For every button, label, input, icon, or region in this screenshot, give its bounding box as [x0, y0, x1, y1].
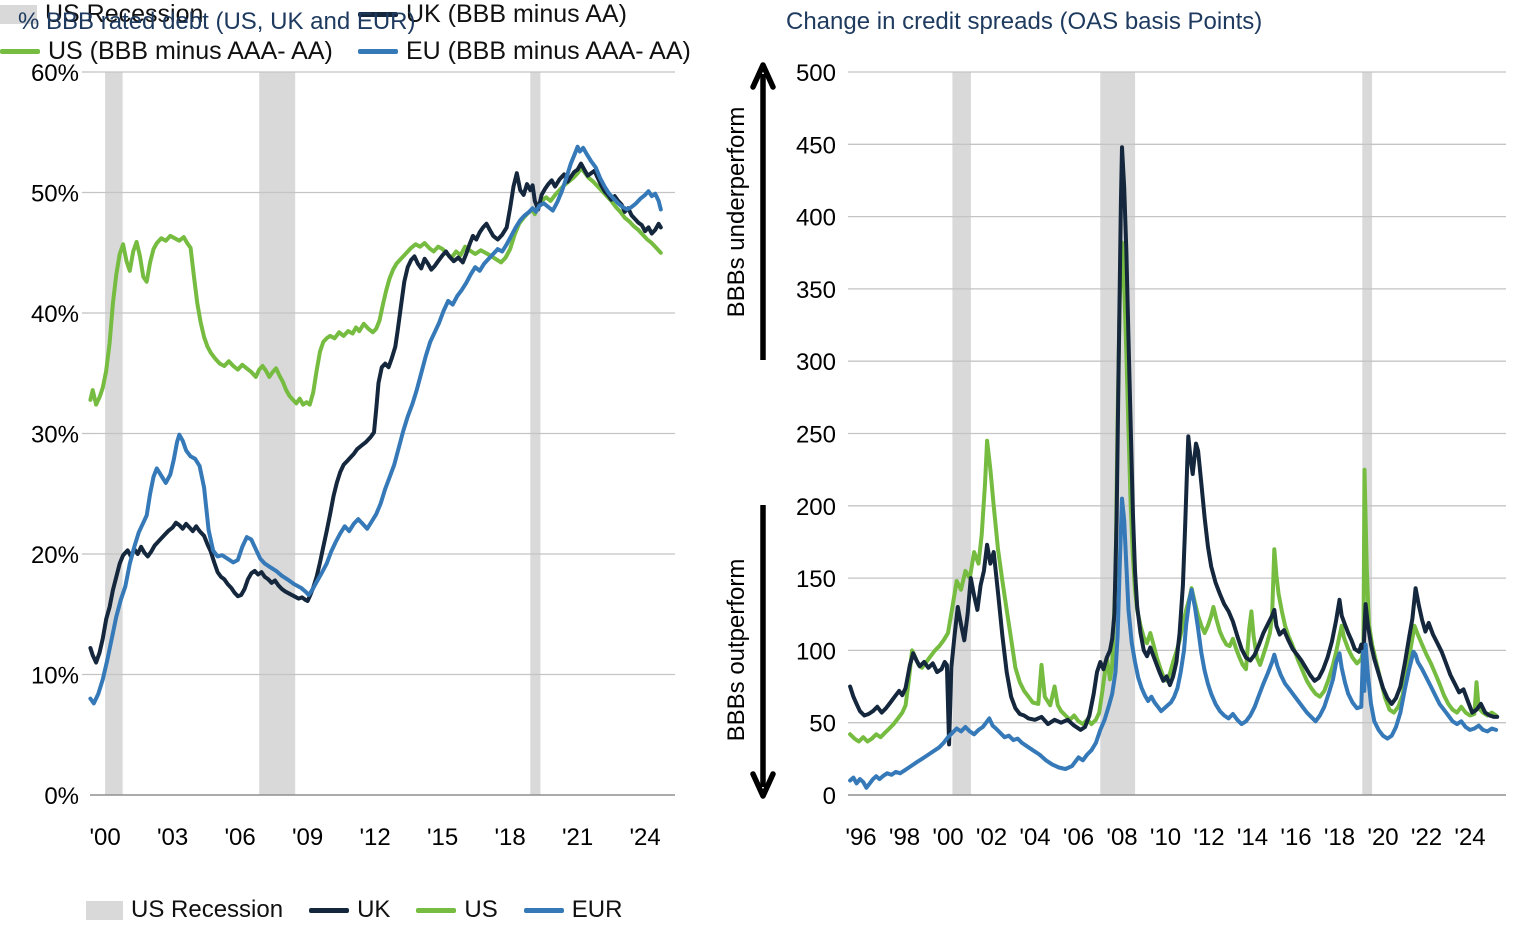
legend-item-eur: EUR — [523, 896, 623, 924]
y-tick-label: 150 — [796, 566, 836, 593]
y-tick-label: 300 — [796, 349, 836, 376]
y-tick-label: 0% — [44, 783, 79, 810]
legend-item-uk-spread: UK (BBB minus AA) — [358, 0, 1514, 29]
legend-item-us-recession: US Recession — [0, 0, 358, 29]
right-chart-title: Change in credit spreads (OAS basis Poin… — [786, 8, 1263, 35]
y-tick-label: 10% — [31, 663, 79, 690]
x-tick-label: '00 — [89, 824, 120, 851]
eur-line-swatch — [523, 907, 564, 913]
x-tick-label: '09 — [292, 824, 323, 851]
x-tick-label: '08 — [1106, 824, 1137, 851]
x-tick-label: '03 — [157, 824, 188, 851]
y-tick-label: 450 — [796, 132, 836, 159]
x-tick-label: '12 — [359, 824, 390, 851]
legend-label: EU (BBB minus AAA- AA) — [406, 37, 691, 65]
eu-line-swatch — [358, 49, 398, 54]
us-line-swatch — [416, 907, 457, 913]
us-recession-swatch — [86, 900, 123, 920]
credit-spreads-plot: 0 50 100 150 200 250 300 350 400 450 500 '96 '98 '00 '… — [796, 60, 1506, 851]
y-tick-label: 500 — [796, 60, 836, 87]
series-line-us — [88, 166, 663, 407]
legend-label: EUR — [571, 896, 623, 923]
y-tick-label: 50 — [809, 711, 836, 738]
legend-label: UK (BBB minus AA) — [406, 0, 627, 28]
x-tick-label: '24 — [629, 824, 660, 851]
us-recession-swatch — [0, 5, 37, 24]
x-tick-label: '96 — [845, 824, 876, 851]
x-tick-label: '12 — [1193, 824, 1224, 851]
series-line-eu — [848, 496, 1499, 790]
left-chart-title: % BBB rated debt (US, UK and EUR) — [18, 8, 416, 35]
y-tick-label: 50% — [31, 181, 79, 208]
y-tick-label: 20% — [31, 542, 79, 569]
x-tick-label: '04 — [1019, 824, 1050, 851]
legend-label: US Recession — [131, 896, 284, 923]
x-tick-label: '14 — [1237, 824, 1268, 851]
legend-label: UK — [357, 896, 391, 923]
x-tick-label: '00 — [932, 824, 963, 851]
y-tick-label: 250 — [796, 422, 836, 449]
series-line-eur — [88, 144, 663, 706]
left-chart-legend: US Recession UK US EUR — [86, 896, 622, 924]
legend-label: US Recession — [45, 0, 204, 28]
uk-line-swatch — [358, 12, 398, 17]
x-tick-label: '16 — [1280, 824, 1311, 851]
legend-label: US — [464, 896, 498, 923]
bbbs-outperform-arrow — [750, 505, 776, 799]
right-chart-legend: US Recession UK (BBB minus AA) US (BBB m… — [0, 0, 1514, 66]
bbbs-underperform-label: BBBs underperform — [723, 106, 750, 318]
x-tick-label: '02 — [976, 824, 1007, 851]
x-tick-label: '22 — [1411, 824, 1442, 851]
legend-label: US (BBB minus AAA- AA) — [48, 37, 333, 65]
series-line-uk — [88, 161, 663, 665]
legend-item-us-spread: US (BBB minus AAA- AA) — [0, 37, 358, 66]
x-tick-label: '24 — [1454, 824, 1485, 851]
legend-item-us: US — [416, 896, 498, 924]
x-tick-label: '18 — [1324, 824, 1355, 851]
legend-item-us-recession: US Recession — [86, 896, 283, 924]
uk-line-swatch — [309, 907, 350, 913]
bbb-share-plot: 0% 10% 20% 30% 40% 50% 60% '00 '03 '06 '09 '12 '15 '1… — [31, 60, 675, 851]
bbbs-outperform-label: BBBs outperform — [723, 558, 750, 742]
x-tick-label: '15 — [427, 824, 458, 851]
x-tick-label: '18 — [494, 824, 525, 851]
series-line-uk — [848, 145, 1500, 747]
x-tick-label: '20 — [1367, 824, 1398, 851]
y-tick-label: 40% — [31, 301, 79, 328]
y-tick-label: 200 — [796, 494, 836, 521]
legend-item-uk: UK — [309, 896, 390, 924]
y-tick-label: 350 — [796, 277, 836, 304]
x-tick-label: '21 — [562, 824, 593, 851]
y-tick-label: 60% — [31, 60, 79, 87]
y-tick-label: 400 — [796, 205, 836, 232]
x-tick-label: '10 — [1150, 824, 1181, 851]
x-tick-label: '98 — [889, 824, 920, 851]
y-tick-label: 0 — [823, 783, 836, 810]
y-tick-label: 100 — [796, 638, 836, 665]
y-tick-label: 30% — [31, 422, 79, 449]
bbbs-underperform-arrow — [750, 62, 776, 360]
x-tick-label: '06 — [1063, 824, 1094, 851]
legend-item-eu-spread: EU (BBB minus AAA- AA) — [358, 37, 1514, 66]
x-tick-label: '06 — [224, 824, 255, 851]
us-line-swatch — [0, 49, 40, 54]
